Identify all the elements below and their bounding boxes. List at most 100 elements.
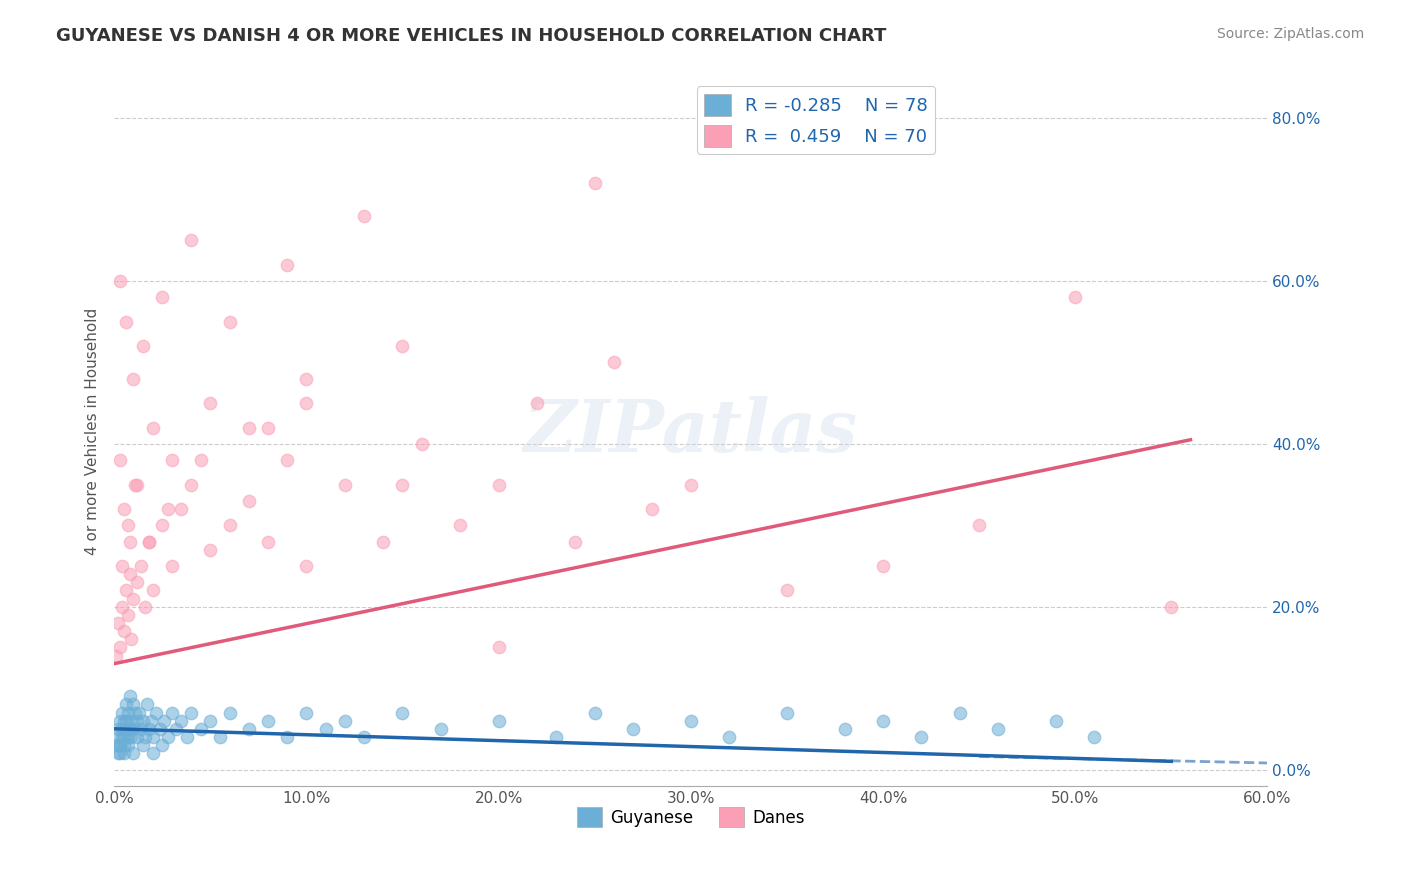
Point (112, 502, 135, 516)
Point (108, 640, 131, 655)
Point (679, 477, 702, 491)
Point (117, 518, 139, 533)
Point (165, 722, 187, 736)
Point (132, 339, 155, 353)
Point (114, 722, 136, 736)
Point (108, 738, 131, 752)
Point (411, 437, 433, 451)
Point (949, 706, 972, 720)
Point (295, 396, 318, 410)
Point (180, 706, 202, 720)
Point (200, 542, 222, 557)
Point (257, 420, 280, 434)
Point (488, 640, 510, 655)
Point (987, 722, 1010, 736)
Point (180, 233, 202, 247)
Point (122, 746, 145, 760)
Text: GUYANESE VS DANISH 4 OR MORE VEHICLES IN HOUSEHOLD CORRELATION CHART: GUYANESE VS DANISH 4 OR MORE VEHICLES IN… (56, 27, 887, 45)
Point (430, 722, 453, 736)
Point (373, 534, 395, 549)
Point (122, 722, 145, 736)
Text: Source: ZipAtlas.com: Source: ZipAtlas.com (1216, 27, 1364, 41)
Point (910, 730, 932, 744)
Point (564, 534, 586, 549)
Point (156, 730, 179, 744)
Point (142, 420, 165, 434)
Point (118, 567, 141, 582)
Point (218, 706, 240, 720)
Point (117, 730, 139, 744)
Point (127, 575, 149, 590)
Point (117, 738, 139, 752)
Point (546, 730, 568, 744)
Point (108, 453, 131, 467)
Point (138, 534, 160, 549)
Point (118, 722, 141, 736)
Point (776, 583, 799, 598)
Point (257, 714, 280, 728)
Y-axis label: 4 or more Vehicles in Household: 4 or more Vehicles in Household (86, 308, 100, 555)
Point (488, 714, 510, 728)
Point (156, 502, 179, 516)
Point (276, 730, 298, 744)
Point (108, 714, 131, 728)
Point (834, 722, 856, 736)
Point (276, 453, 298, 467)
Point (138, 534, 160, 549)
Point (142, 746, 165, 760)
Point (170, 714, 193, 728)
Point (718, 730, 741, 744)
Point (111, 722, 134, 736)
Point (127, 477, 149, 491)
Point (142, 730, 165, 744)
Point (111, 558, 134, 573)
Point (132, 714, 155, 728)
Point (208, 730, 231, 744)
Point (117, 706, 139, 720)
Point (967, 518, 990, 533)
Point (108, 746, 131, 760)
Point (132, 738, 155, 752)
Point (150, 290, 173, 304)
Point (1083, 730, 1105, 744)
Legend: Guyanese, Danes: Guyanese, Danes (571, 800, 811, 834)
Point (333, 714, 356, 728)
Point (112, 624, 135, 638)
Text: ZIPatlas: ZIPatlas (523, 396, 858, 467)
Point (679, 714, 702, 728)
Point (295, 558, 318, 573)
Point (121, 730, 143, 744)
Point (107, 615, 129, 630)
Point (124, 706, 146, 720)
Point (526, 396, 548, 410)
Point (449, 518, 471, 533)
Point (134, 599, 156, 614)
Point (333, 477, 356, 491)
Point (176, 730, 198, 744)
Point (621, 722, 644, 736)
Point (129, 722, 152, 736)
Point (295, 706, 318, 720)
Point (238, 493, 260, 508)
Point (105, 648, 128, 663)
Point (150, 518, 173, 533)
Point (112, 714, 135, 728)
Point (122, 372, 145, 386)
Point (1160, 599, 1182, 614)
Point (391, 339, 413, 353)
Point (391, 477, 413, 491)
Point (138, 722, 160, 736)
Point (238, 722, 260, 736)
Point (145, 706, 167, 720)
Point (180, 477, 202, 491)
Point (128, 706, 150, 720)
Point (121, 714, 143, 728)
Point (114, 714, 136, 728)
Point (118, 534, 141, 549)
Point (160, 558, 183, 573)
Point (190, 722, 212, 736)
Point (583, 176, 606, 190)
Point (160, 706, 183, 720)
Point (153, 714, 176, 728)
Point (107, 722, 129, 736)
